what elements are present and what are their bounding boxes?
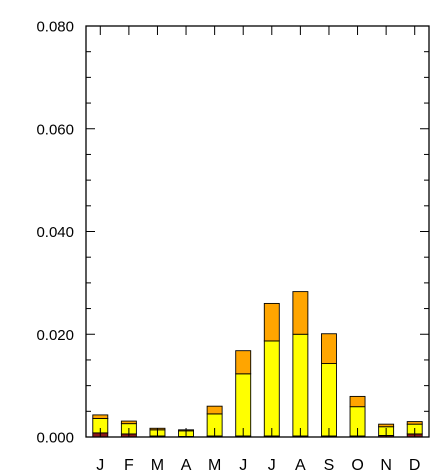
plot-frame — [85, 25, 430, 438]
bar-segment-S-2 — [321, 363, 337, 437]
bar-segment-O-3 — [349, 395, 366, 408]
y-tick-label: 0.080 — [36, 19, 74, 36]
x-tick-label: S — [324, 457, 335, 474]
y-tick-label: 0.020 — [36, 327, 74, 344]
bar-segment-M-3 — [206, 405, 223, 415]
x-tick-label: J — [96, 457, 104, 474]
x-tick-label: A — [295, 457, 306, 474]
x-tick-label: J — [239, 457, 247, 474]
x-tick-label: A — [181, 457, 192, 474]
y-tick-label: 0.000 — [36, 430, 74, 447]
ticks-layer — [86, 25, 429, 438]
bar-segment-A-3 — [292, 291, 309, 335]
y-tick-labels: 0.000 0.020 0.040 0.060 0.080 — [36, 19, 74, 447]
bar-segment-N-3 — [378, 423, 395, 428]
x-tick-label: D — [409, 457, 421, 474]
bar-segment-A-2 — [292, 333, 309, 437]
y-tick-label: 0.040 — [36, 224, 74, 241]
x-tick-label: O — [351, 457, 363, 474]
bar-segment-D-3 — [406, 421, 423, 425]
bar-segment-J-2 — [235, 373, 252, 437]
y-tick-label: 0.060 — [36, 121, 74, 138]
x-tick-label: M — [208, 457, 221, 474]
x-tick-label: F — [124, 457, 134, 474]
bar-segment-J-3 — [263, 302, 280, 342]
bar-segment-S-3 — [321, 333, 337, 364]
bar-segment-J-3 — [92, 414, 109, 419]
bar-segment-J-2 — [263, 340, 280, 437]
x-tick-label: N — [380, 457, 392, 474]
x-tick-label: M — [151, 457, 164, 474]
x-tick-label: J — [268, 457, 276, 474]
bar-segment-J-3 — [235, 350, 252, 375]
bar-segment-F-3 — [120, 420, 137, 425]
bars-layer — [92, 291, 423, 438]
